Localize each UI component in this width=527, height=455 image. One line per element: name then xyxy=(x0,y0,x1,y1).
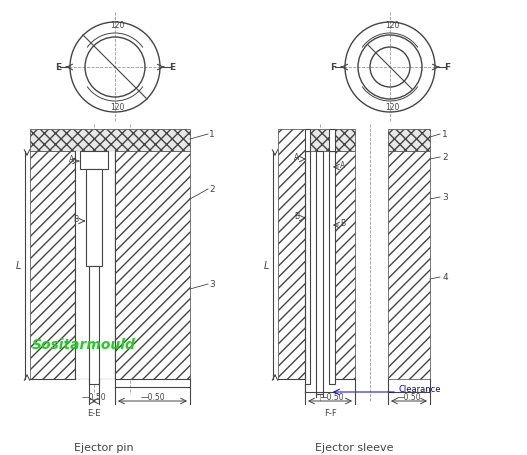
Bar xyxy=(30,130,190,152)
Text: B: B xyxy=(295,212,299,221)
Text: Ejector sleeve: Ejector sleeve xyxy=(315,442,393,452)
Text: 120: 120 xyxy=(385,20,399,30)
Text: A: A xyxy=(70,155,75,164)
Text: F-F: F-F xyxy=(324,409,336,418)
Text: E: E xyxy=(55,62,61,71)
Text: A: A xyxy=(340,161,346,170)
Text: A: A xyxy=(295,153,300,162)
Bar xyxy=(30,152,75,379)
Text: 2: 2 xyxy=(442,153,448,162)
Bar xyxy=(388,152,430,379)
Text: F: F xyxy=(330,62,336,71)
Bar xyxy=(80,152,108,170)
Text: F: F xyxy=(444,62,450,71)
Text: 2: 2 xyxy=(209,185,215,194)
Text: E-E: E-E xyxy=(87,409,101,418)
Text: Clearance: Clearance xyxy=(398,384,441,394)
Text: B: B xyxy=(73,215,79,224)
Bar xyxy=(278,130,305,379)
Text: 1: 1 xyxy=(209,130,215,139)
Text: 120: 120 xyxy=(110,103,124,112)
Text: —0.50: —0.50 xyxy=(82,393,106,402)
Text: L: L xyxy=(15,260,21,270)
Bar xyxy=(86,170,102,267)
Text: L: L xyxy=(264,260,269,270)
Bar xyxy=(329,152,335,384)
Bar xyxy=(388,130,430,152)
Bar xyxy=(115,152,190,379)
Text: 3: 3 xyxy=(209,280,215,289)
Text: 120: 120 xyxy=(110,20,124,30)
Bar xyxy=(305,152,310,384)
Text: —0.50: —0.50 xyxy=(397,393,421,402)
Bar xyxy=(89,267,99,384)
Bar xyxy=(329,130,335,152)
Bar xyxy=(75,152,115,379)
Text: 3: 3 xyxy=(442,193,448,202)
Bar xyxy=(335,152,355,379)
Bar xyxy=(305,130,355,152)
Bar xyxy=(316,152,323,394)
Bar xyxy=(305,130,310,152)
Text: E: E xyxy=(169,62,175,71)
Text: —0.50: —0.50 xyxy=(140,393,165,402)
Text: —0.50: —0.50 xyxy=(320,393,344,402)
Text: Ejector pin: Ejector pin xyxy=(74,442,134,452)
Text: 4: 4 xyxy=(442,273,448,282)
Text: 120: 120 xyxy=(385,103,399,112)
Text: 1: 1 xyxy=(442,130,448,139)
Text: Sositarmould: Sositarmould xyxy=(32,337,136,351)
Text: B: B xyxy=(340,219,346,228)
